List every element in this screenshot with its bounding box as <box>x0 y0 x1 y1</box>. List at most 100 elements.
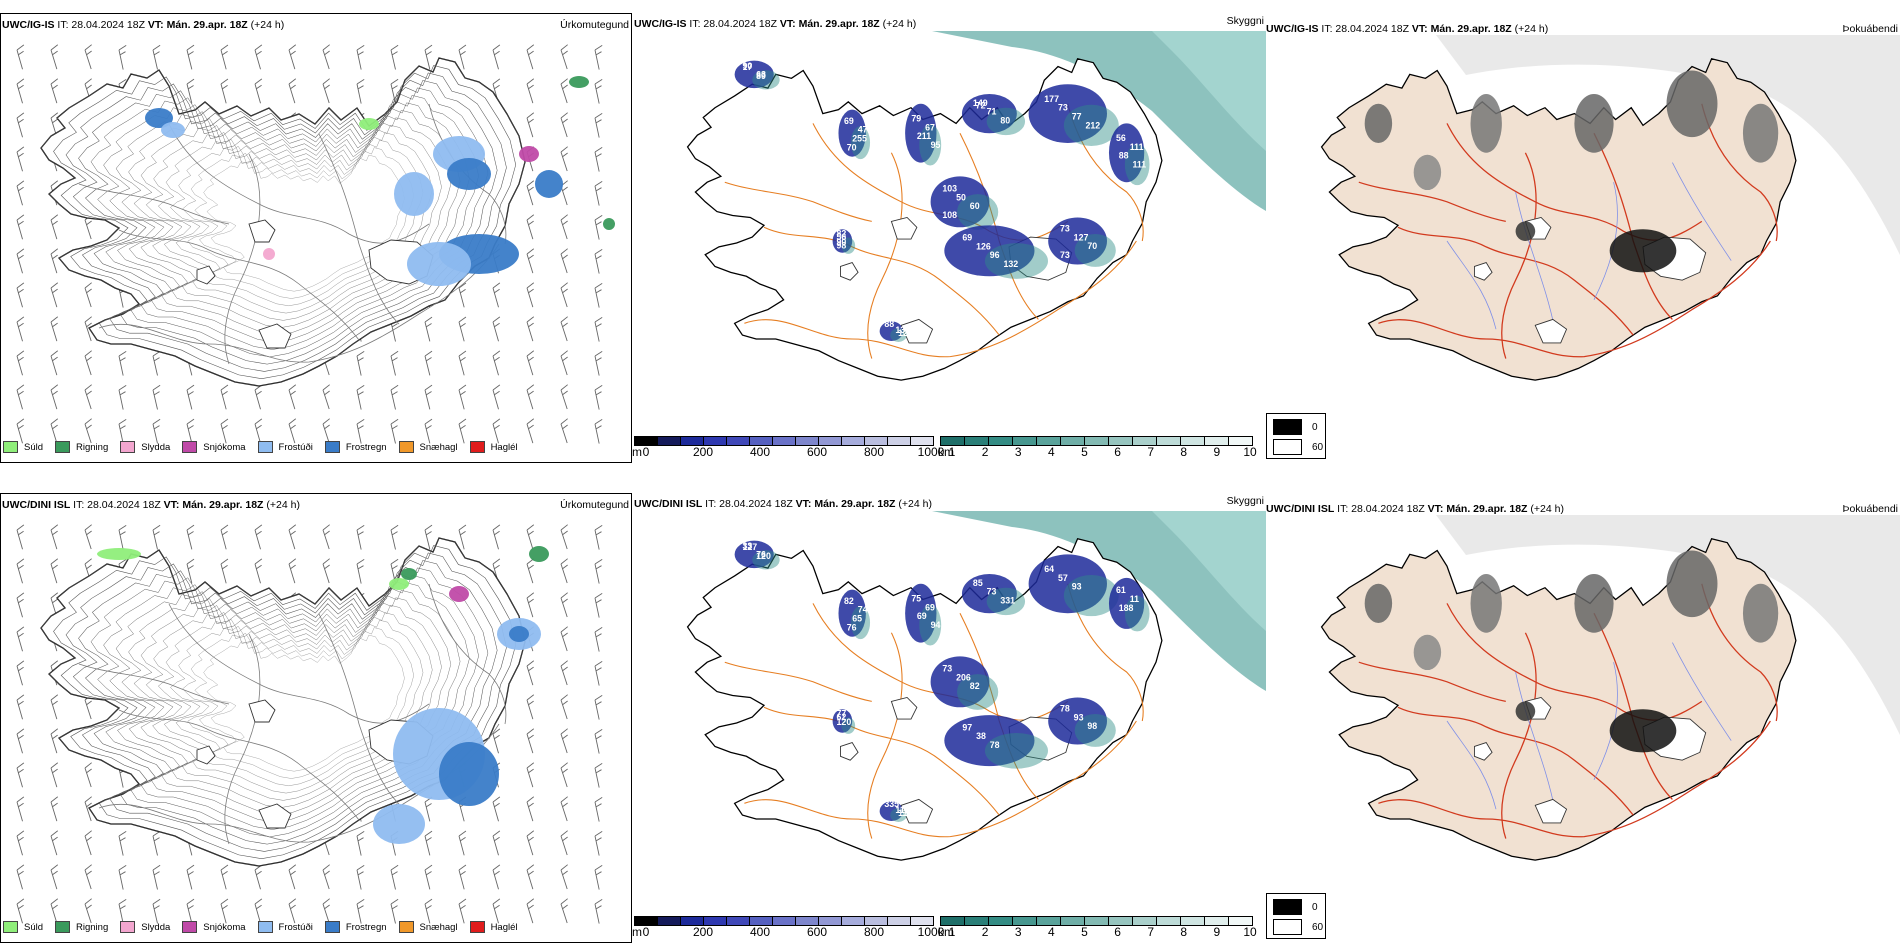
fog-legend-high: 0 <box>1312 901 1318 913</box>
cloud-base-label: 90 <box>837 237 847 247</box>
glacier-outline <box>258 803 292 829</box>
cloud-base-label: 38 <box>976 731 986 741</box>
road-line <box>78 663 230 705</box>
low-cloud-area <box>832 709 853 733</box>
model-name: UWC/IG-IS <box>2 19 55 31</box>
wind-barb <box>16 524 25 550</box>
colorbar-cell <box>658 917 681 925</box>
wind-barb <box>16 762 25 788</box>
colorbar-tick-label: 9 <box>1213 925 1221 939</box>
river-line <box>1672 642 1732 741</box>
colorbar-cell <box>1061 917 1085 925</box>
low-cloud-area <box>1048 697 1107 745</box>
precip-legend-item: Frostúði <box>257 441 313 453</box>
precip-legend-label: Snæhagl <box>419 921 458 933</box>
wind-barb <box>288 524 297 550</box>
low-cloud-area <box>1108 577 1145 629</box>
cloud-base-colorbar: m 0 200 400 600 800 1000 <box>632 435 952 461</box>
precip-legend: Súld Rigning Slydda Snjókoma Frostúði Frostre… <box>3 917 530 937</box>
terrain-contour <box>78 560 498 845</box>
init-time: IT: 28.04.2024 18Z <box>705 498 793 510</box>
cloud-base-label: 82 <box>837 228 847 238</box>
wind-barb <box>84 524 92 550</box>
sea-fog-area <box>1152 511 1266 631</box>
colorbar-cell <box>750 917 773 925</box>
colorbar-tick-label: 0 <box>642 445 650 459</box>
colorbar-cell <box>1037 917 1061 925</box>
wind-barb <box>458 316 467 342</box>
wind-barb <box>560 78 568 104</box>
wind-barb <box>16 418 25 444</box>
wind-barb <box>492 898 501 924</box>
lead-time: (+24 h) <box>882 18 917 30</box>
fog-legend-low: 60 <box>1312 921 1324 933</box>
cloud-base-label: 108 <box>942 210 957 220</box>
colorbar-cell <box>888 917 911 925</box>
wind-barb <box>560 524 568 550</box>
road-line <box>224 633 261 845</box>
wind-barb <box>322 558 330 584</box>
cloud-base-label: 60 <box>970 201 980 211</box>
swatch-haglel-icon <box>469 921 485 933</box>
glacier-outline <box>248 219 276 243</box>
init-time: IT: 28.04.2024 18Z <box>1337 503 1425 515</box>
cloud-base-label: 98 <box>837 241 847 251</box>
wind-barb <box>560 44 568 70</box>
colorbar-unit: km <box>938 925 954 939</box>
wind-barb <box>458 282 467 308</box>
wind-barb <box>118 831 127 856</box>
wind-barb <box>288 418 297 444</box>
wind-barb <box>390 350 399 376</box>
cloud-base-label: 73 <box>1060 250 1070 260</box>
wind-barb <box>594 525 603 550</box>
wind-barb <box>254 864 263 890</box>
wind-barb <box>560 112 568 138</box>
fog-area <box>752 550 780 570</box>
cloud-base-label: 65 <box>852 613 862 623</box>
wind-barb <box>84 762 92 788</box>
wind-barb <box>560 626 568 652</box>
precip-legend-item: Súld <box>3 441 43 453</box>
wind-barb <box>254 78 263 104</box>
wind-barb <box>84 350 92 376</box>
wind-barb <box>322 898 330 924</box>
glacier-outline <box>196 745 216 765</box>
glacier-outline <box>1473 742 1493 761</box>
road-line <box>98 243 500 363</box>
colorbar-cell <box>1133 917 1157 925</box>
wind-barb <box>16 830 25 856</box>
cloud-base-label: 57 <box>1058 573 1068 583</box>
wind-barb <box>492 524 501 550</box>
cloud-base-label: 94 <box>931 620 941 630</box>
road-line <box>1701 103 1778 242</box>
terrain-contour <box>128 110 461 336</box>
precip-snjokoma-area <box>519 146 539 162</box>
wind-barb <box>424 830 433 856</box>
colorbar-tick-label: 4 <box>1047 445 1055 459</box>
colorbar-cell <box>1205 917 1229 925</box>
cloud-base-label: 149 <box>973 98 988 108</box>
colorbar-cell <box>989 437 1013 445</box>
wind-barb <box>594 79 603 104</box>
fog-area <box>850 606 871 640</box>
wind-barb <box>356 351 365 376</box>
wind-barb <box>356 899 365 924</box>
wind-barb <box>16 350 25 376</box>
terrain-contour <box>115 102 470 343</box>
colorbar-tick-label: 4 <box>1047 925 1055 939</box>
model-name: UWC/DINI ISL <box>634 498 703 510</box>
wind-barb <box>560 384 568 410</box>
cloud-base-label: 120 <box>756 551 771 561</box>
road-line <box>318 133 400 325</box>
wind-barb <box>594 45 603 70</box>
terrain-contour <box>90 567 489 838</box>
panel-header: UWC/IG-IS IT: 28.04.2024 18Z VT: Mán. 29… <box>634 16 916 32</box>
wind-barb <box>424 44 433 70</box>
road-line <box>724 181 872 222</box>
colorbar-cell <box>1181 437 1205 445</box>
road-line <box>867 632 903 839</box>
wind-barb <box>424 524 433 550</box>
wind-barb <box>118 45 127 70</box>
wind-barb <box>16 316 25 342</box>
cloud-base-label: 335 <box>884 799 899 809</box>
